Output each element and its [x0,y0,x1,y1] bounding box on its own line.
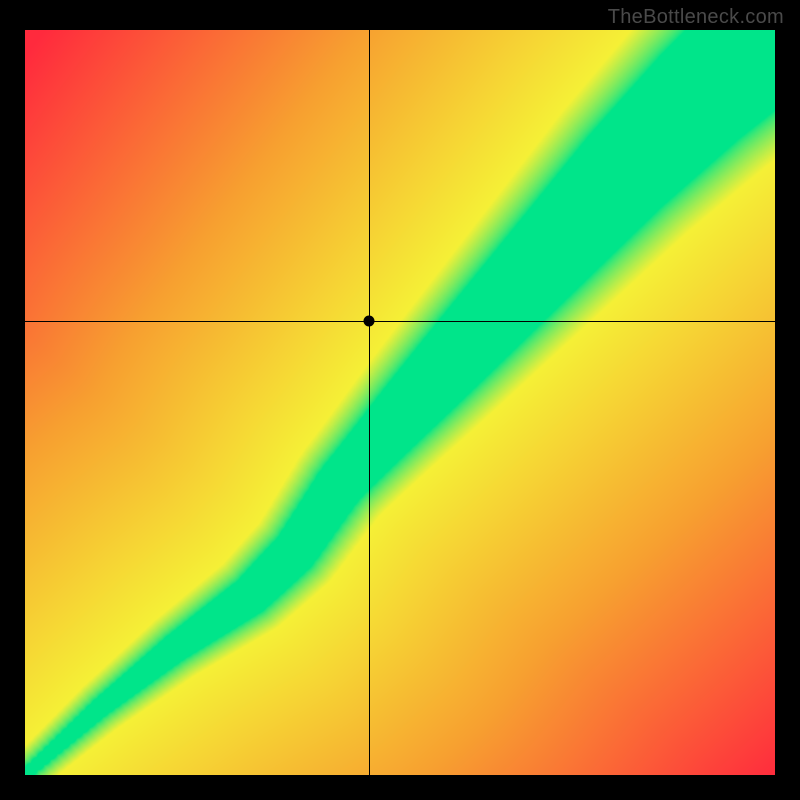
heatmap-canvas [25,30,775,775]
crosshair-horizontal [25,321,775,322]
marker-dot [363,315,374,326]
plot-area [25,30,775,775]
crosshair-vertical [369,30,370,775]
watermark-text: TheBottleneck.com [608,6,784,29]
